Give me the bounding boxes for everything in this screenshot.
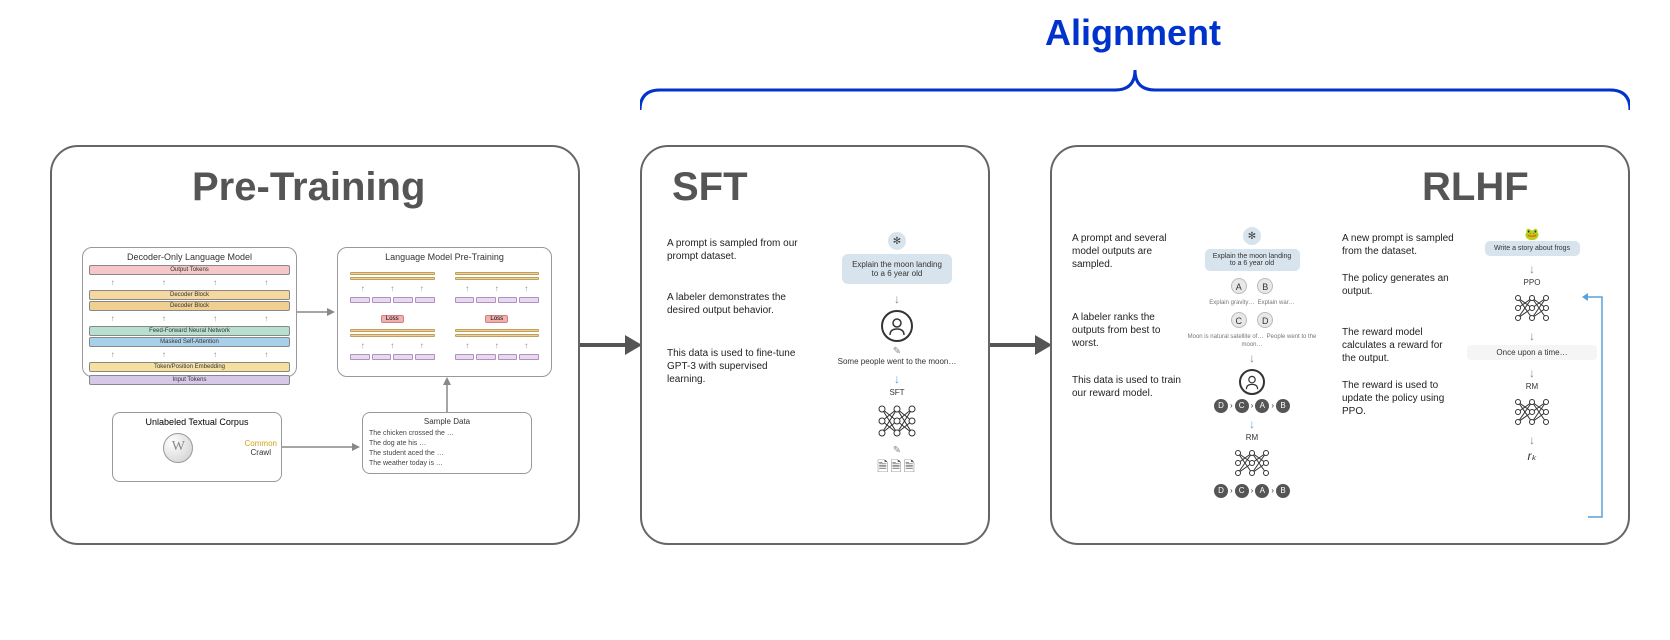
layer-output: Output Tokens	[89, 265, 290, 275]
pt-inner-arrow-2	[282, 437, 362, 457]
sample-data-box: Sample Data The chicken crossed the … Th…	[362, 412, 532, 474]
sft-response-text: Some people went to the moon…	[822, 357, 972, 366]
rlhf-c2-output: Once upon a time…	[1467, 345, 1597, 360]
alignment-brace	[640, 60, 1630, 120]
down-arrow-icon: ↓	[1187, 351, 1317, 365]
neural-network-icon	[1510, 291, 1554, 325]
sample-title: Sample Data	[369, 417, 525, 427]
labeler-avatar-icon	[1239, 369, 1265, 395]
sample-line-0: The chicken crossed the …	[369, 429, 525, 439]
loss-pill-2: Loss	[485, 315, 508, 323]
neural-network-icon	[1510, 395, 1554, 429]
sft-prompt-bubble: Explain the moon landing to a 6 year old	[842, 254, 952, 284]
rlhf-title: RLHF	[1422, 165, 1529, 210]
layer-embed: Token/Position Embedding	[89, 362, 290, 372]
neural-network-icon	[1230, 446, 1274, 480]
rlhf-c1-step-0: A prompt and several model outputs are s…	[1072, 232, 1182, 271]
rlhf-c1-step-2: This data is used to train our reward mo…	[1072, 374, 1182, 400]
down-arrow-blue-icon: ↓	[822, 372, 972, 386]
arrow-pretraining-to-sft	[580, 330, 645, 360]
down-arrow-icon: ↓	[1467, 366, 1597, 380]
sft-step-2: This data is used to fine-tune GPT-3 wit…	[667, 347, 807, 386]
stage-sft: SFT A prompt is sampled from our prompt …	[640, 145, 990, 545]
rlhf-rm-label: RM	[1187, 433, 1317, 442]
pt-inner-arrow-1	[297, 302, 337, 322]
sample-line-1: The dog ate his …	[369, 439, 525, 449]
layer-decoder2: Decoder Block	[89, 301, 290, 311]
rlhf-options-row1: A B	[1187, 277, 1317, 295]
stage-rlhf: RLHF A prompt and several model outputs …	[1050, 145, 1630, 545]
down-arrow-icon: ↓	[1467, 262, 1597, 276]
rlhf-c2-prompt: Write a story about frogs	[1485, 241, 1580, 256]
pt-inner-arrow-3	[437, 377, 457, 417]
neural-network-icon	[872, 401, 922, 441]
sft-title: SFT	[672, 165, 748, 210]
wikipedia-globe-icon	[163, 433, 193, 463]
prompt-sample-icon: ✻	[1243, 227, 1261, 245]
corpus-title: Unlabeled Textual Corpus	[117, 417, 277, 427]
lm-pretraining-box: Language Model Pre-Training ↑↑↑ Loss ↑↑↑…	[337, 247, 552, 377]
down-arrow-blue-icon: ↓	[1187, 417, 1317, 431]
common-crawl-logo: Common Crawl	[245, 439, 277, 457]
rlhf-c2-step-3: The reward is used to update the policy …	[1342, 379, 1457, 418]
training-box-title: Language Model Pre-Training	[338, 248, 551, 262]
down-arrow-icon: ↓	[1467, 433, 1597, 447]
rlhf-ranking-1: D›C›A›B	[1187, 399, 1317, 413]
sample-line-2: The student aced the …	[369, 449, 525, 459]
decoder-only-box: Decoder-Only Language Model Output Token…	[82, 247, 297, 377]
rlhf-c2-step-2: The reward model calculates a reward for…	[1342, 326, 1457, 365]
rlhf-c2-step-0: A new prompt is sampled from the dataset…	[1342, 232, 1457, 258]
sample-line-3: The weather today is …	[369, 459, 525, 469]
layer-decoder1: Decoder Block	[89, 290, 290, 300]
sft-graphic-column: ✻ Explain the moon landing to a 6 year o…	[822, 232, 972, 480]
stage-pretraining: Pre-Training Decoder-Only Language Model…	[50, 145, 580, 545]
rlhf-col2-text: A new prompt is sampled from the dataset…	[1342, 232, 1457, 432]
prompt-sample-icon: ✻	[888, 232, 906, 250]
sft-step-0: A prompt is sampled from our prompt data…	[667, 237, 807, 263]
decoder-box-title: Decoder-Only Language Model	[83, 248, 296, 262]
rlhf-col2-graphic: 🐸 Write a story about frogs ↓ PPO ↓ Once…	[1467, 227, 1597, 469]
down-arrow-icon: ↓	[1467, 329, 1597, 343]
loss-pill-1: Loss	[381, 315, 404, 323]
layer-attn: Masked Self-Attention	[89, 337, 290, 347]
rlhf-rm2-label: RM	[1467, 382, 1597, 391]
rlhf-ppo-label: PPO	[1467, 278, 1597, 287]
layer-input: Input Tokens	[89, 375, 290, 385]
documents-icon: 🗎🗎🗎	[822, 456, 972, 480]
rlhf-reward: rₖ	[1467, 449, 1597, 463]
arrow-sft-to-rlhf	[990, 330, 1055, 360]
sft-nn-label: SFT	[822, 388, 972, 397]
rlhf-c1-prompt: Explain the moon landing to a 6 year old	[1205, 249, 1300, 271]
labeler-avatar-icon	[881, 310, 913, 342]
rlhf-col1-text: A prompt and several model outputs are s…	[1072, 232, 1182, 414]
rlhf-ranking-2: D›C›A›B	[1187, 484, 1317, 498]
rlhf-feedback-arrow	[1582, 287, 1612, 527]
rlhf-options-row2: C D	[1187, 311, 1317, 329]
rlhf-c2-step-1: The policy generates an output.	[1342, 272, 1457, 298]
alignment-label: Alignment	[1045, 12, 1221, 54]
corpus-box: Unlabeled Textual Corpus Common Crawl	[112, 412, 282, 482]
pretraining-title: Pre-Training	[192, 165, 425, 210]
rlhf-c1-step-1: A labeler ranks the outputs from best to…	[1072, 311, 1182, 350]
sft-step-1: A labeler demonstrates the desired outpu…	[667, 291, 807, 317]
rlhf-col1-graphic: ✻ Explain the moon landing to a 6 year o…	[1187, 227, 1317, 502]
down-arrow-icon: ↓	[822, 292, 972, 306]
layer-ffn: Feed-Forward Neural Network	[89, 326, 290, 336]
sft-text-column: A prompt is sampled from our prompt data…	[667, 237, 807, 400]
